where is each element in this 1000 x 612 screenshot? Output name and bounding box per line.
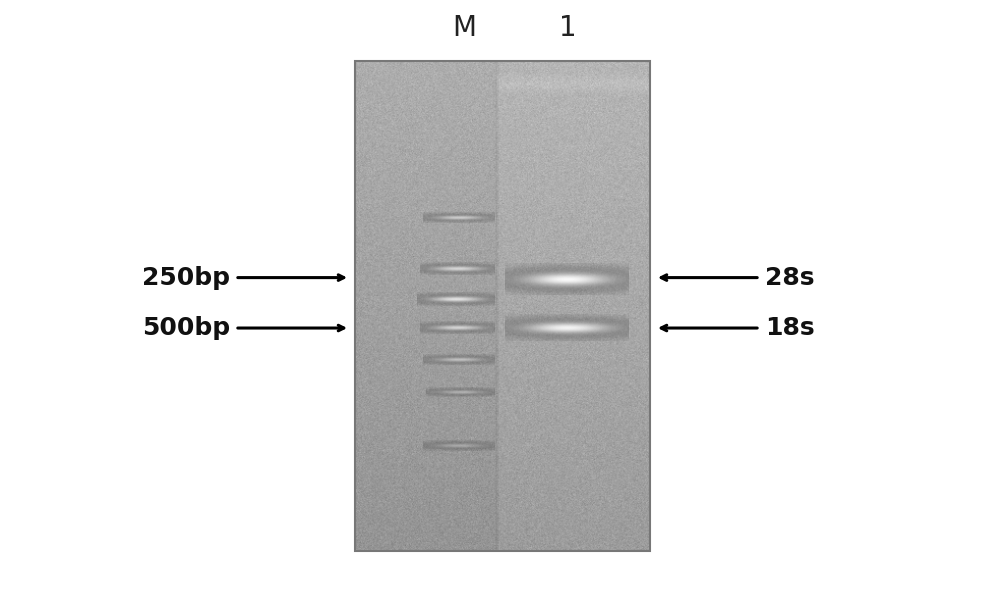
Text: M: M (452, 13, 476, 42)
Text: 28s: 28s (765, 266, 814, 289)
Text: 250bp: 250bp (142, 266, 230, 289)
Text: 1: 1 (559, 13, 576, 42)
Text: 18s: 18s (765, 316, 815, 340)
Text: 500bp: 500bp (142, 316, 230, 340)
Bar (355, 61, 650, 551)
